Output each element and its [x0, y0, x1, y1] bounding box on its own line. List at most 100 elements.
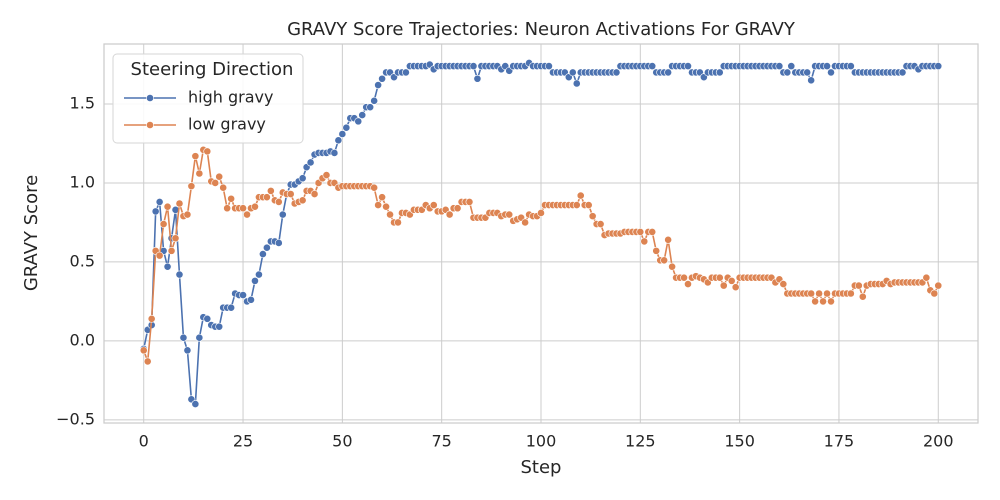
- data-point: [652, 246, 661, 255]
- data-point: [179, 333, 188, 342]
- data-point: [195, 333, 204, 342]
- data-point: [715, 273, 724, 282]
- data-point: [445, 210, 454, 219]
- data-point: [858, 292, 867, 301]
- data-point: [203, 314, 212, 323]
- data-point: [775, 62, 784, 71]
- data-point: [545, 62, 553, 71]
- data-point: [664, 235, 673, 244]
- data-point: [163, 202, 172, 211]
- y-tick-label: 0.5: [70, 251, 95, 270]
- data-point: [648, 228, 657, 236]
- data-point: [151, 207, 160, 216]
- data-point: [227, 303, 236, 312]
- data-point: [640, 237, 649, 246]
- data-point: [386, 210, 394, 219]
- data-point: [223, 204, 232, 213]
- data-point: [183, 346, 192, 355]
- data-point: [183, 210, 192, 219]
- data-point: [811, 297, 820, 306]
- data-point: [823, 62, 831, 71]
- data-point: [175, 199, 184, 208]
- data-point: [215, 322, 224, 331]
- data-point: [167, 246, 176, 255]
- data-point: [660, 256, 669, 265]
- data-point: [227, 194, 236, 203]
- data-point: [394, 218, 402, 227]
- data-point: [187, 182, 196, 191]
- x-tick-label: 100: [526, 432, 557, 451]
- data-point: [175, 270, 184, 279]
- x-tick-label: 0: [139, 432, 149, 451]
- data-point: [219, 183, 228, 192]
- y-tick-label: 1.5: [70, 94, 95, 113]
- data-point: [827, 68, 835, 77]
- data-point: [298, 196, 307, 205]
- data-point: [278, 210, 287, 219]
- data-point: [354, 117, 363, 126]
- data-point: [680, 273, 688, 282]
- data-point: [243, 210, 251, 219]
- x-tick-label: 150: [724, 432, 755, 451]
- data-point: [155, 198, 164, 206]
- legend-label: low gravy: [188, 115, 266, 134]
- data-point: [664, 68, 673, 77]
- legend-swatch: [146, 121, 154, 129]
- data-point: [330, 149, 339, 157]
- y-axis-label: GRAVY Score: [21, 175, 42, 291]
- legend-label: high gravy: [188, 88, 273, 107]
- data-point: [262, 243, 271, 252]
- y-tick-label: −0.5: [56, 409, 95, 428]
- data-point: [266, 186, 275, 195]
- data-point: [191, 152, 200, 161]
- data-point: [572, 79, 581, 88]
- x-tick-label: 125: [625, 432, 656, 451]
- data-point: [465, 198, 474, 206]
- data-point: [215, 172, 224, 181]
- data-point: [370, 183, 379, 192]
- data-point: [453, 204, 462, 213]
- data-point: [588, 212, 597, 221]
- data-point: [259, 250, 267, 258]
- data-point: [779, 280, 788, 288]
- y-tick-label: 1.0: [70, 172, 95, 191]
- x-tick-label: 75: [432, 432, 452, 451]
- data-point: [306, 158, 315, 167]
- x-axis-label: Step: [521, 457, 562, 478]
- data-point: [378, 193, 386, 202]
- data-point: [930, 289, 939, 298]
- data-point: [374, 81, 383, 89]
- chart-title: GRAVY Score Trajectories: Neuron Activat…: [287, 19, 796, 40]
- data-point: [505, 210, 514, 219]
- data-point: [378, 74, 386, 83]
- data-point: [262, 193, 271, 202]
- legend-swatch: [146, 94, 154, 102]
- data-point: [155, 251, 164, 260]
- data-point: [719, 281, 728, 290]
- data-point: [473, 74, 482, 83]
- data-point: [469, 62, 478, 71]
- data-point: [648, 62, 657, 71]
- x-tick-label: 25: [233, 432, 253, 451]
- data-point: [537, 209, 545, 217]
- data-point: [429, 201, 438, 209]
- data-point: [239, 204, 247, 213]
- data-point: [247, 295, 255, 304]
- data-point: [334, 136, 343, 145]
- data-point: [195, 169, 204, 178]
- data-point: [827, 297, 835, 306]
- data-point: [147, 314, 156, 323]
- data-point: [854, 281, 863, 290]
- data-point: [191, 400, 200, 408]
- data-point: [636, 228, 645, 236]
- data-point: [568, 68, 577, 77]
- data-point: [358, 111, 367, 119]
- data-point: [803, 68, 812, 77]
- data-point: [783, 68, 792, 77]
- data-point: [338, 130, 347, 138]
- data-point: [310, 190, 319, 198]
- data-point: [668, 262, 676, 271]
- data-point: [731, 283, 740, 292]
- x-tick-label: 200: [923, 432, 954, 451]
